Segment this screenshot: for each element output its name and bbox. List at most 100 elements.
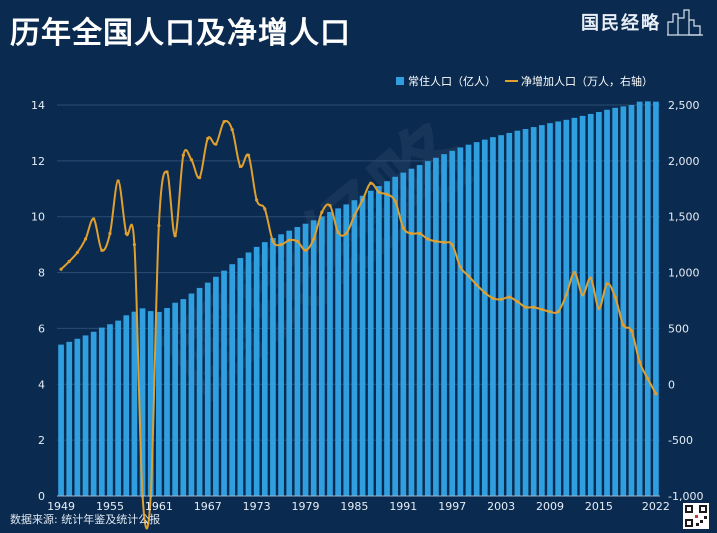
population-bar bbox=[490, 137, 496, 496]
net-increase-point bbox=[589, 276, 593, 280]
population-bar bbox=[66, 341, 73, 496]
net-increase-point bbox=[157, 224, 161, 228]
net-increase-point bbox=[507, 295, 511, 299]
net-increase-point bbox=[418, 231, 422, 236]
population-bar bbox=[612, 107, 619, 497]
population-bar bbox=[58, 344, 64, 496]
net-increase-point bbox=[564, 293, 568, 297]
net-increase-point bbox=[181, 153, 185, 157]
population-bar bbox=[204, 282, 211, 496]
population-bar bbox=[563, 119, 570, 497]
net-increase-line bbox=[59, 119, 658, 530]
population-bar bbox=[555, 121, 561, 497]
net-increase-point bbox=[523, 305, 528, 309]
net-increase-point bbox=[279, 243, 283, 247]
net-increase-point bbox=[605, 282, 609, 286]
population-bar bbox=[506, 132, 513, 496]
x-tick-label: 1961 bbox=[145, 500, 173, 513]
population-bar bbox=[131, 311, 138, 496]
population-bar bbox=[604, 109, 610, 496]
population-bar bbox=[571, 117, 578, 497]
population-bar bbox=[310, 220, 317, 496]
population-bar bbox=[441, 154, 447, 496]
brand: 国民经略 bbox=[581, 8, 703, 36]
population-bar bbox=[465, 144, 472, 496]
net-increase-point bbox=[434, 239, 438, 243]
y-right-tick-label: 1,000 bbox=[668, 267, 700, 280]
x-tick-label: 1979 bbox=[292, 500, 320, 513]
y-right-tick-label: -1,000 bbox=[668, 490, 703, 503]
net-increase-point bbox=[638, 360, 642, 364]
net-increase-point bbox=[556, 310, 560, 314]
net-increase-point bbox=[613, 295, 617, 299]
city-skyline-icon bbox=[667, 9, 703, 36]
net-increase-point bbox=[458, 265, 462, 269]
population-bar bbox=[221, 270, 227, 496]
population-bar bbox=[424, 161, 431, 497]
net-increase-point bbox=[295, 239, 299, 243]
net-increase-point bbox=[483, 291, 487, 295]
net-increase-point bbox=[67, 259, 71, 263]
population-bar bbox=[359, 195, 366, 496]
y-right-tick-label: 0 bbox=[668, 378, 675, 391]
population-bar bbox=[188, 293, 195, 496]
net-increase-point bbox=[377, 190, 381, 194]
population-bar bbox=[587, 113, 594, 497]
population-bar bbox=[384, 181, 390, 496]
net-increase-point bbox=[83, 237, 88, 241]
y-left-tick-label: 8 bbox=[38, 267, 45, 280]
net-increase-point bbox=[466, 274, 471, 278]
net-increase-point bbox=[59, 267, 63, 271]
population-bar bbox=[514, 130, 521, 497]
population-bar bbox=[172, 302, 179, 496]
net-increase-point bbox=[360, 198, 365, 202]
population-bar bbox=[270, 237, 276, 496]
population-bars bbox=[58, 101, 659, 497]
population-bar bbox=[636, 101, 643, 497]
population-bar bbox=[596, 111, 602, 496]
population-bar bbox=[302, 223, 309, 497]
y-right-tick-label: -500 bbox=[668, 434, 693, 447]
y-right-tick-label: 2,500 bbox=[668, 99, 700, 112]
population-bar bbox=[433, 157, 439, 496]
net-increase-point bbox=[246, 153, 251, 157]
y-left-tick-label: 12 bbox=[31, 155, 45, 168]
net-increase-point bbox=[328, 203, 332, 208]
population-bar bbox=[498, 135, 504, 497]
net-increase-point bbox=[621, 323, 625, 327]
x-tick-label: 1973 bbox=[243, 500, 271, 513]
net-increase-point bbox=[369, 181, 373, 185]
population-bar bbox=[408, 168, 415, 497]
population-bar bbox=[107, 324, 113, 496]
net-increase-point bbox=[287, 238, 291, 242]
population-bar bbox=[400, 172, 407, 496]
population-bar bbox=[522, 129, 529, 497]
y-left-tick-label: 4 bbox=[38, 378, 45, 391]
population-bar bbox=[318, 216, 325, 496]
population-bar bbox=[164, 308, 170, 496]
y-left-tick-label: 2 bbox=[38, 434, 45, 447]
x-tick-label: 2022 bbox=[642, 500, 670, 513]
net-increase-point bbox=[352, 213, 357, 218]
y-left-tick-label: 6 bbox=[38, 322, 45, 335]
population-bar bbox=[196, 287, 203, 496]
population-bar bbox=[547, 123, 553, 497]
population-bar bbox=[139, 308, 146, 496]
net-increase-point bbox=[75, 250, 79, 255]
net-increase-point bbox=[165, 170, 169, 174]
net-increase-point bbox=[401, 226, 405, 230]
net-increase-point bbox=[475, 283, 479, 287]
population-bar bbox=[237, 258, 244, 496]
net-increase-point bbox=[572, 270, 577, 275]
net-increase-point bbox=[108, 231, 112, 236]
net-increase-point bbox=[499, 297, 503, 301]
population-bar bbox=[147, 311, 154, 496]
x-tick-label: 2003 bbox=[487, 500, 515, 513]
net-increase-point bbox=[385, 192, 389, 196]
net-increase-point bbox=[214, 142, 218, 146]
population-bar bbox=[481, 139, 488, 497]
qr-code-icon[interactable] bbox=[683, 503, 709, 529]
population-bar bbox=[213, 276, 219, 496]
y-right-tick-label: 2,000 bbox=[668, 155, 700, 168]
